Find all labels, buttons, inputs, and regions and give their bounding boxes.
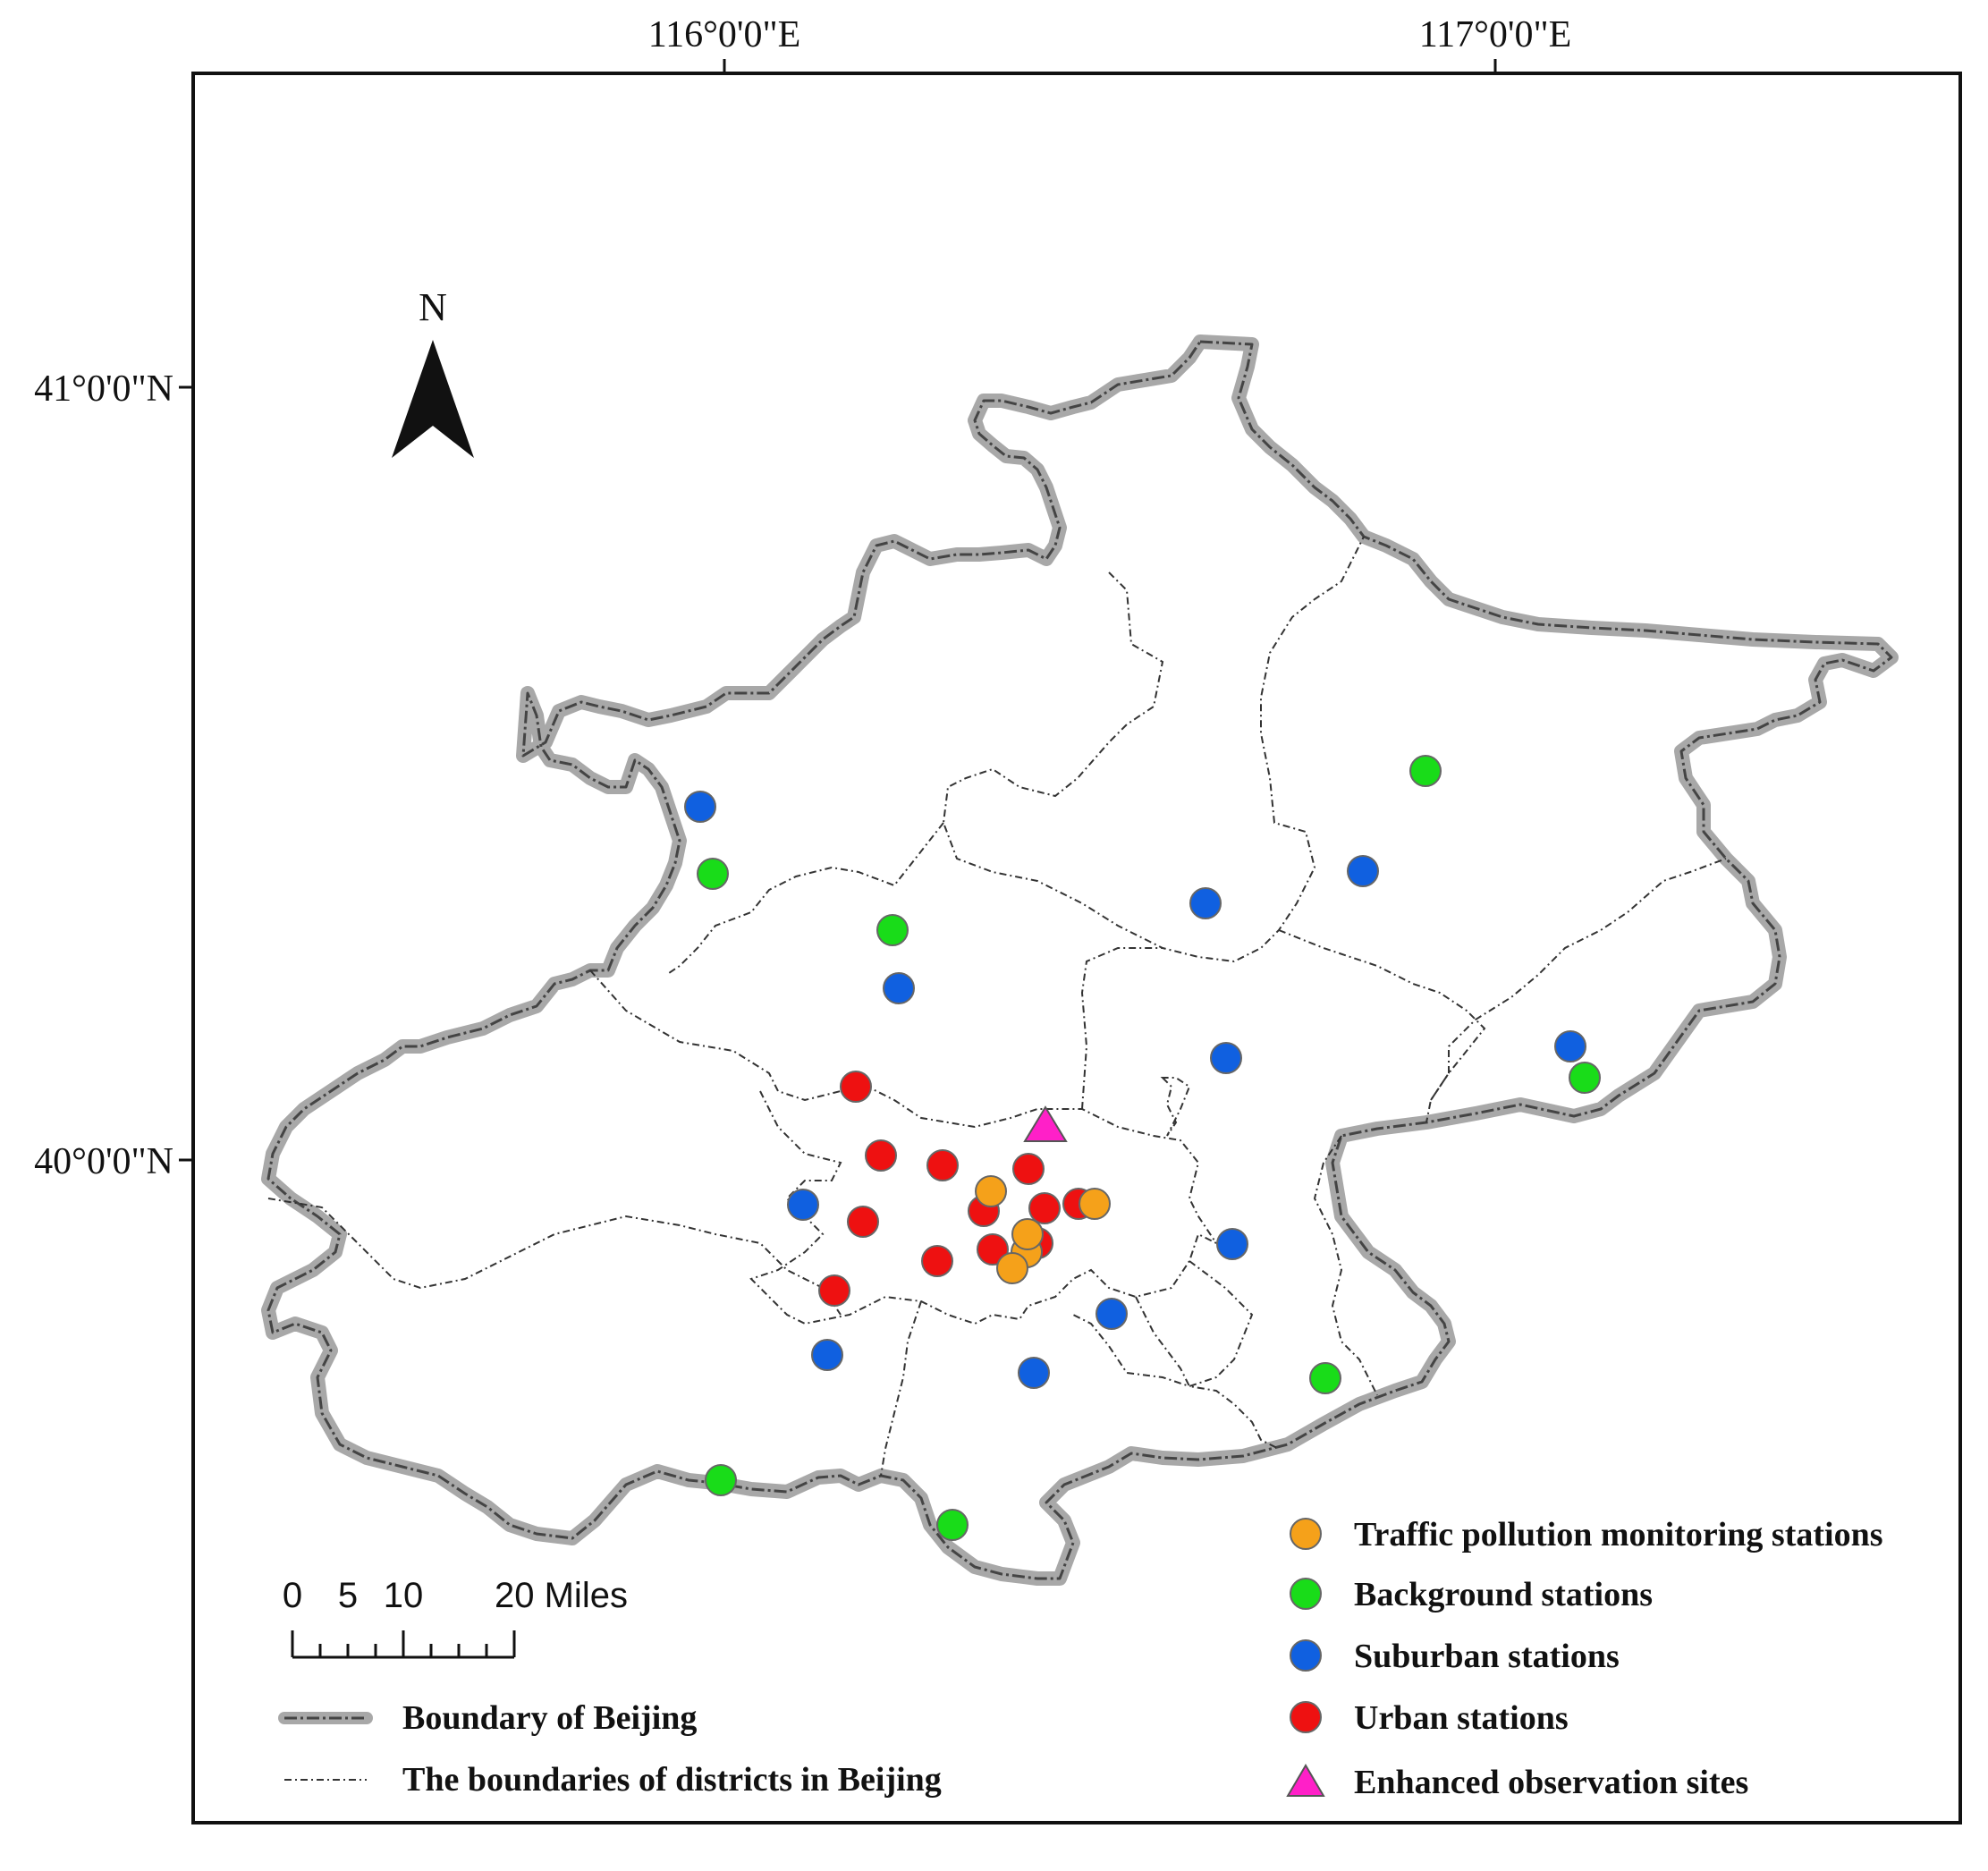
traffic-station — [1011, 1218, 1044, 1250]
legend-enhanced-label: Enhanced observation sites — [1354, 1764, 1748, 1801]
suburban-station — [1347, 855, 1379, 887]
suburban-station — [787, 1189, 819, 1221]
legend-background-symbol — [1290, 1578, 1322, 1610]
district-line-northeast — [1278, 929, 1486, 1123]
background-station — [936, 1509, 969, 1541]
urban-station — [977, 1233, 1009, 1266]
beijing-boundary-line — [266, 340, 1893, 1580]
station-markers — [684, 755, 1601, 1541]
suburban-station — [1216, 1228, 1248, 1260]
traffic-station — [1079, 1188, 1111, 1220]
enhanced-observation-site — [1023, 1105, 1068, 1142]
urban-station — [840, 1071, 872, 1103]
district-line-tongzhou-east — [1313, 1135, 1378, 1396]
district-line-daxing-west — [880, 1300, 922, 1477]
suburban-station — [883, 972, 915, 1004]
legend-enhanced-symbol — [1286, 1764, 1325, 1797]
suburban-station — [811, 1339, 843, 1371]
north-arrow-right — [433, 340, 474, 458]
lon-label-116: 116°0'0"E — [648, 14, 801, 55]
legend-traffic-label: Traffic pollution monitoring stations — [1354, 1516, 1883, 1554]
district-line-east — [1430, 858, 1727, 1101]
legend-urban-symbol — [1290, 1701, 1322, 1733]
district-line-tongzhou — [1135, 1296, 1280, 1450]
district-line-shunyi — [1080, 947, 1163, 1110]
district-line-north — [942, 536, 1365, 963]
legend-district-label: The boundaries of districts in Beijing — [402, 1761, 942, 1799]
suburban-station — [1189, 887, 1222, 919]
north-arrow-left — [392, 340, 433, 458]
district-line-central-north — [589, 969, 1217, 1244]
scale-bar: 0 5 10 20 Miles — [283, 1576, 628, 1659]
urban-station — [1028, 1192, 1061, 1224]
beijing-boundary — [261, 334, 1899, 1586]
background-station — [697, 858, 729, 890]
legend-stations: Traffic pollution monitoring stations Ba… — [1286, 1516, 1883, 1801]
reservoir-outline — [1160, 1077, 1191, 1137]
background-station — [876, 914, 909, 946]
background-station — [705, 1464, 737, 1496]
suburban-station — [1210, 1042, 1242, 1074]
district-line-mentougou — [267, 1198, 842, 1316]
scale-label-0: 0 — [283, 1576, 302, 1615]
urban-station — [1012, 1153, 1045, 1185]
map-frame — [191, 72, 1962, 1824]
lat-label-41: 41°0'0"N — [34, 368, 173, 410]
background-station — [1309, 1362, 1341, 1394]
suburban-station — [1554, 1030, 1586, 1062]
legend-boundaries: Boundary of Beijing The boundaries of di… — [278, 1699, 942, 1799]
district-line-changping — [665, 822, 944, 976]
lon-label-117: 117°0'0"E — [1419, 14, 1572, 55]
urban-station — [926, 1149, 959, 1181]
background-station — [1409, 755, 1442, 787]
background-station — [1569, 1062, 1601, 1094]
legend-traffic-symbol — [1290, 1518, 1322, 1550]
legend-background-label: Background stations — [1354, 1576, 1653, 1613]
urban-station — [921, 1245, 953, 1277]
legend-suburban-symbol — [1290, 1639, 1322, 1672]
urban-station — [847, 1206, 879, 1238]
suburban-station — [684, 791, 716, 823]
urban-station — [818, 1274, 850, 1307]
scale-label-10: 10 — [384, 1576, 424, 1615]
urban-station — [865, 1139, 897, 1172]
traffic-station — [975, 1175, 1007, 1207]
suburban-station — [1096, 1298, 1128, 1330]
district-line-urban-core — [749, 1090, 1217, 1325]
traffic-station — [996, 1252, 1028, 1284]
scale-label-20: 20 Miles — [495, 1576, 628, 1615]
lat-label-40: 40°0'0"N — [34, 1141, 173, 1182]
district-line-chaoyang-south — [1072, 1260, 1254, 1388]
legend-beijing-label: Boundary of Beijing — [402, 1699, 697, 1737]
legend-urban-label: Urban stations — [1354, 1699, 1569, 1737]
legend-suburban-label: Suburban stations — [1354, 1638, 1620, 1675]
district-boundaries — [267, 536, 1727, 1477]
suburban-station — [1018, 1357, 1050, 1389]
north-label: N — [419, 285, 447, 329]
scale-label-5: 5 — [338, 1576, 358, 1615]
